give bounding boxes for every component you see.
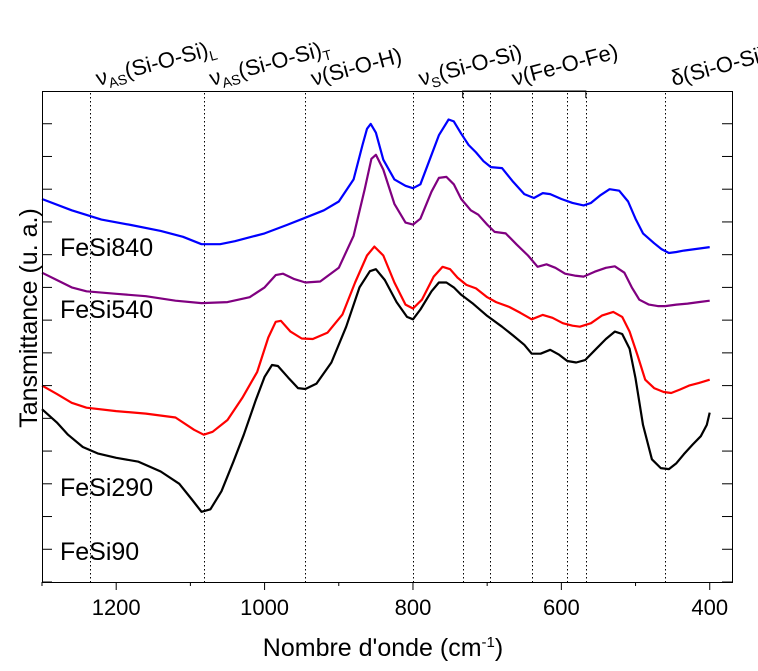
series-line-fesi90: [41, 268, 711, 513]
x-axis-title: Nombre d'onde (cm-1): [263, 634, 503, 662]
annotation-label: δ(Si-O-Si): [668, 41, 758, 90]
x-tick-label: 800: [395, 595, 432, 620]
axes: [42, 91, 733, 583]
x-ticks: 1200 1000 800 600 400: [41, 582, 728, 620]
annotation-label: νAS(Si-O-Si)L: [93, 35, 219, 94]
x-tick-label: 1200: [92, 595, 141, 620]
series-group: [41, 118, 711, 513]
x-tick-label: 600: [543, 595, 580, 620]
reference-lines: [90, 93, 666, 582]
series-label-fesi540: FeSi540: [60, 296, 153, 324]
x-tick-label: 400: [691, 595, 728, 620]
series-labels: FeSi840 FeSi540 FeSi290 FeSi90: [60, 234, 153, 566]
annotation-label: ν(Fe-O-Fe): [509, 39, 621, 91]
series-line-fesi540: [41, 153, 710, 308]
series-line-fesi290: [41, 245, 711, 436]
series-label-fesi840: FeSi840: [60, 234, 153, 262]
y-axis-title: Tansmittance (u. a.): [15, 208, 43, 428]
series-line-fesi840: [41, 118, 710, 255]
x-tick-label: 1000: [240, 595, 289, 620]
annotation-bracket: [462, 90, 587, 98]
series-label-fesi90: FeSi90: [60, 538, 139, 566]
y-ticks: [42, 123, 732, 583]
series-label-fesi290: FeSi290: [60, 474, 153, 502]
plot-frame: [42, 91, 733, 583]
